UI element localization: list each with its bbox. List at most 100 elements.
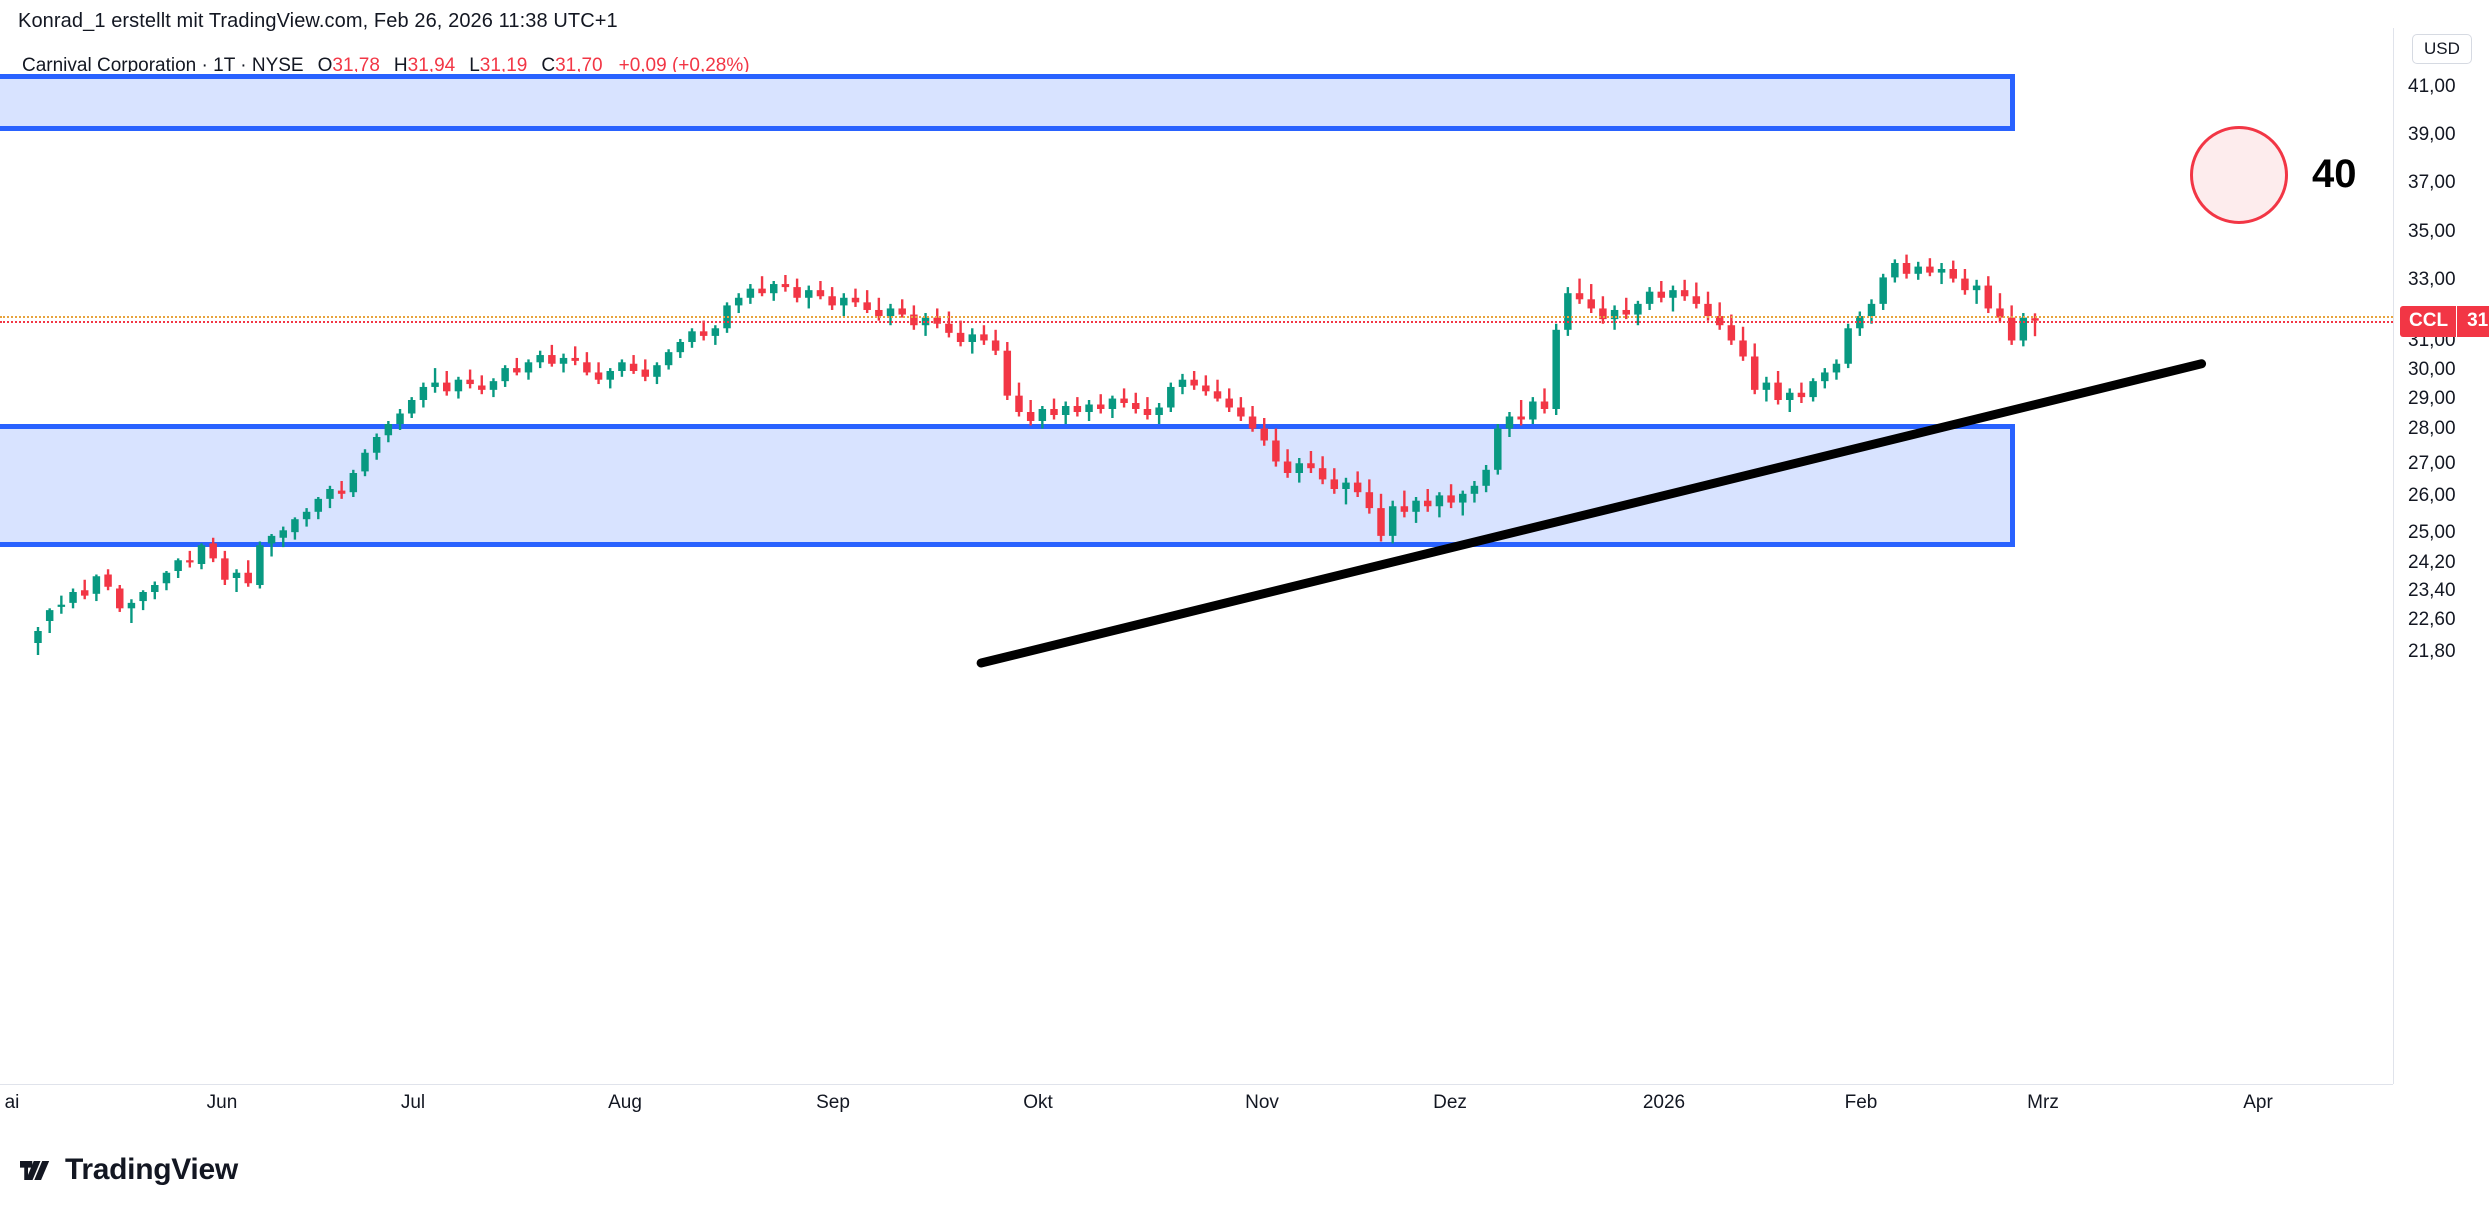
candle-body (1680, 290, 1689, 297)
legend-symbol[interactable]: Carnival Corporation · 1T · NYSE (22, 55, 304, 76)
candle-body (1237, 407, 1245, 417)
candle-body (1902, 263, 1911, 274)
candle-body (606, 371, 614, 380)
candle-body (174, 560, 182, 571)
candle-body (559, 357, 568, 364)
time-tick: Mrz (2027, 1092, 2059, 1113)
target-circle-annotation[interactable] (2190, 126, 2288, 224)
candle-body (1096, 404, 1105, 409)
price-scale[interactable]: USD 41,00 39,00 37,00 35,00 33,00 31,00 30,00 2… (2393, 28, 2489, 1084)
candle-body (1786, 392, 1794, 400)
candle-body (688, 331, 696, 342)
legend-change: +0,09 (+0,28%) (618, 55, 750, 76)
candle-body (501, 368, 509, 382)
time-tick: Nov (1245, 1092, 1279, 1113)
price-tick: 29,00 (2408, 388, 2456, 409)
candle-body (1494, 428, 1502, 470)
candle-body (1038, 409, 1047, 421)
price-tick: 21,80 (2408, 641, 2456, 662)
price-tick: 30,00 (2408, 359, 2456, 380)
candle-body (186, 560, 194, 563)
tradingview-logo: TradingView (20, 1153, 238, 1187)
candle-body (583, 362, 591, 373)
candle-body (454, 379, 463, 392)
candle-body (781, 284, 790, 288)
candle-body (1797, 392, 1806, 398)
candle-body (1750, 356, 1759, 390)
candle-body (244, 572, 252, 584)
candle-body (1026, 412, 1035, 421)
candle-body (1961, 278, 1969, 291)
candle-body (1844, 328, 1852, 364)
candle-body (664, 352, 673, 366)
time-scale[interactable]: ai Jun Jul Aug Sep Okt Nov Dez 2026 Feb Mrz Apr (0, 1085, 2393, 1125)
legend-low-value: 31,19 (479, 55, 528, 76)
candle-body (1178, 379, 1187, 387)
candle-body (337, 490, 346, 494)
candle-body (443, 382, 451, 392)
candle-body (1984, 285, 1993, 309)
candle-body (898, 308, 906, 315)
candle-body (1307, 463, 1315, 469)
legend-high-value: 31,94 (407, 55, 456, 76)
resistance-zone-box[interactable] (0, 73, 2015, 132)
candle-body (419, 386, 428, 400)
time-tick: ai (4, 1092, 20, 1113)
candle-body (653, 365, 661, 377)
candle-body (980, 334, 988, 341)
candle-body (886, 308, 895, 317)
candle-body (1248, 416, 1257, 429)
candle-body (1914, 266, 1922, 274)
candle-body (1365, 492, 1374, 509)
candle-body (2007, 317, 2016, 341)
candle-body (116, 588, 124, 609)
candle-body (875, 309, 883, 317)
candle-body (1645, 291, 1654, 304)
candle-body (793, 287, 801, 298)
legend-low-label: L (469, 55, 480, 76)
candle-body (1867, 303, 1876, 317)
chart-plot-area[interactable] (0, 72, 2393, 1084)
candle-body (1190, 379, 1198, 386)
candle-body (1213, 391, 1222, 399)
candle-body (571, 357, 579, 361)
candle-body (104, 574, 112, 587)
candle-body (1891, 263, 1899, 278)
candle-body (1692, 296, 1701, 304)
candle-body (1050, 409, 1058, 415)
time-tick: Jul (400, 1092, 426, 1113)
current-price-symbol: CCL (2400, 305, 2458, 337)
candle-body (256, 545, 264, 585)
candle-body (361, 452, 369, 472)
candle-body (1821, 372, 1829, 382)
candle-body (1388, 506, 1397, 536)
candle-body (1739, 340, 1747, 357)
candle-body (314, 498, 323, 512)
currency-badge[interactable]: USD (2412, 34, 2472, 64)
candle-body (1470, 485, 1479, 494)
candle-body (478, 385, 486, 390)
candle-body (1447, 495, 1455, 503)
time-tick: Apr (2243, 1092, 2273, 1113)
candle-body (349, 473, 358, 493)
candle-body (1610, 309, 1619, 320)
tradingview-mark-icon (20, 1160, 50, 1180)
candle-body (618, 362, 626, 371)
candle-body (291, 519, 299, 533)
legend-open-label: O (317, 55, 333, 76)
candle-body (1575, 293, 1584, 300)
candle-body (1972, 285, 1981, 291)
candle-body (1937, 269, 1946, 273)
candle-body (828, 296, 836, 306)
candle-body (1342, 482, 1350, 489)
candle-body (1774, 382, 1782, 400)
candle-body (45, 610, 54, 621)
candle-body (1330, 479, 1339, 489)
candle-body (910, 314, 918, 326)
candle-body (1634, 303, 1642, 315)
candle-body (396, 413, 404, 424)
target-circle-label: 40 (2312, 152, 2357, 196)
current-price-tag[interactable]: CCL 31,70 (2400, 305, 2489, 337)
candle-body (1295, 463, 1304, 473)
candle-body (372, 437, 381, 453)
